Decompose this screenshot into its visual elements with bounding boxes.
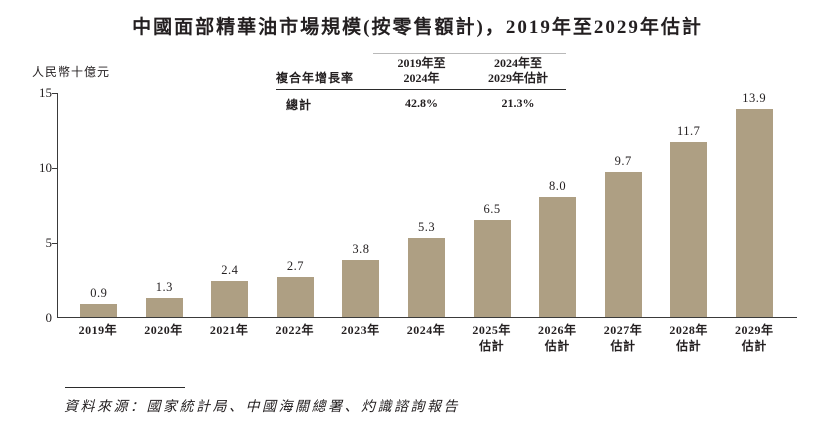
- bar: [670, 141, 708, 317]
- bar-value-label: 3.8: [352, 242, 370, 256]
- bar-group: 6.5: [459, 201, 525, 317]
- bar-group: 8.0: [525, 179, 591, 317]
- x-tick-label: 2019年: [78, 323, 118, 337]
- bar-group: 3.8: [328, 242, 394, 317]
- bar: [604, 171, 642, 317]
- y-tick-label: 0: [45, 310, 53, 325]
- x-tick-label: 2025年 估計: [472, 323, 511, 353]
- x-tick-label: 2020年: [144, 323, 183, 337]
- cagr-total-2024-2029: 21.3%: [501, 96, 535, 110]
- bar-group: 11.7: [656, 123, 722, 317]
- bar-value-label: 1.3: [155, 279, 173, 294]
- y-tick-label: 15: [39, 85, 52, 100]
- bar-value-label: 8.0: [549, 179, 567, 193]
- y-tick-label: 10: [39, 160, 52, 175]
- y-tick-mark: [52, 93, 58, 94]
- bar-value-label: 5.3: [417, 219, 436, 234]
- x-tick-label: 2021年: [209, 323, 249, 337]
- x-tick-label: 2029年 估計: [734, 323, 774, 353]
- cagr-col-2019-2024-line1: 2019年至: [397, 56, 446, 70]
- plot-area: 0.9 1.3 2.4 2.7 3.8 5.3 6.5 8.0 9.7 11.7 13.9 0 5 10…: [39, 85, 797, 325]
- bar-value-label: 2.4: [221, 263, 239, 277]
- x-tick-label: 2024年: [406, 323, 446, 337]
- bar-group: 13.9: [721, 90, 787, 317]
- bar-value-label: 0.9: [90, 285, 108, 300]
- bar-group: 5.3: [394, 219, 460, 317]
- bar: [473, 219, 511, 317]
- bar: [342, 260, 380, 317]
- y-tick-label: 5: [45, 235, 53, 250]
- y-tick-mark: [52, 168, 58, 169]
- source-rule: [65, 387, 185, 388]
- bar-value-label: 13.9: [742, 90, 767, 105]
- cagr-table-total-row: 總計 42.8% 21.3%: [276, 91, 566, 113]
- x-tick-label: 2027年 估計: [603, 323, 643, 353]
- bar-group: 1.3: [132, 279, 198, 317]
- cagr-table-top-rule: [373, 53, 566, 54]
- x-tick-label: 2022年: [275, 323, 314, 337]
- cagr-row-header: 複合年增長率: [276, 71, 355, 85]
- bar: [80, 303, 118, 317]
- cagr-total-label: 總計: [286, 98, 313, 112]
- bar-group: 9.7: [590, 153, 656, 317]
- cagr-table: 複合年增長率 2019年至 2024年 2024年至 2029年估計 總計 42…: [276, 53, 566, 113]
- cagr-col-2019-2024-line2: 2024年: [403, 71, 440, 85]
- x-tick-label: 2023年: [341, 323, 380, 337]
- bar: [539, 197, 577, 317]
- bar-value-label: 6.5: [483, 201, 501, 216]
- bar: [408, 237, 445, 317]
- bar-group: 2.7: [263, 258, 329, 317]
- bar: [145, 297, 183, 317]
- x-axis-labels: 2019年 2020年 2021年 2022年 2023年 2024年 2025年 估計 202…: [57, 323, 797, 354]
- bar: [276, 276, 314, 317]
- bar-value-label: 11.7: [676, 123, 701, 138]
- cagr-table-header-rule: [276, 89, 566, 91]
- bar-value-label: 9.7: [614, 153, 632, 168]
- bar-group: 2.4: [197, 263, 263, 317]
- bar: [735, 108, 773, 317]
- bar: [211, 281, 249, 317]
- cagr-col-2019-2024: 2019年至 2024年: [373, 56, 470, 86]
- cagr-col-2024-2029-line1: 2024年至: [493, 56, 542, 70]
- cagr-total-2019-2024: 42.8%: [405, 96, 438, 110]
- cagr-table-header-row: 複合年增長率 2019年至 2024年 2024年至 2029年估計: [276, 53, 566, 86]
- chart-title: 中國面部精華油市場規模(按零售額計)，2019年至2029年估計: [132, 17, 703, 38]
- cagr-col-2024-2029: 2024年至 2029年估計: [470, 56, 566, 86]
- x-tick-label: 2028年 估計: [669, 323, 708, 353]
- y-tick-mark: [52, 243, 58, 244]
- cagr-col-2024-2029-line2: 2029年估計: [487, 71, 548, 85]
- bars-container: 0.9 1.3 2.4 2.7 3.8 5.3 6.5 8.0 9.7 11.7 13.9: [58, 90, 797, 317]
- source-note: 資料來源：國家統計局、中國海關總署、灼識諮詢報告: [64, 400, 460, 415]
- y-axis-title: 人民幣十億元: [32, 65, 111, 79]
- bar-value-label: 2.7: [286, 258, 304, 273]
- bar-group: 0.9: [66, 285, 132, 317]
- x-tick-label: 2026年 估計: [538, 323, 577, 353]
